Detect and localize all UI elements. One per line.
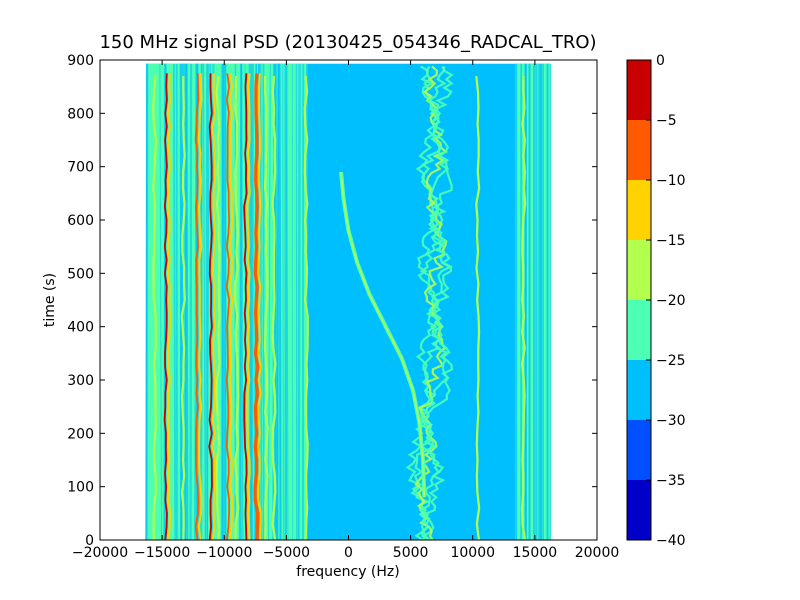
x-tick-label: 15000 [513,545,558,561]
colorbar-tick-label: −25 [656,353,686,369]
colorbar-tick-label: −30 [656,413,686,429]
spectral-line-strong [243,73,248,541]
spectral-line-medium [180,75,186,541]
colorbar-tick-label: −10 [656,173,686,189]
colorbar-tick-label: −35 [656,473,686,489]
x-tick-label: −20000 [72,545,128,561]
y-tick-label: 600 [67,213,94,229]
spectral-line-strong [194,73,200,541]
spectral-line-halo [211,73,217,541]
spectral-line-medium [263,75,269,541]
spectral-line-medium [215,75,221,541]
x-tick-label: 5000 [393,545,429,561]
spectral-line-strong [253,73,260,541]
y-tick-label: 400 [67,320,94,336]
y-tick-label: 800 [67,106,94,122]
y-tick-label: 900 [67,53,94,69]
drifting-tone [340,171,426,498]
heatmap-texture [145,63,148,541]
colorbar-segment [627,360,651,420]
colorbar: −40 −35 −30 −25 −20 −15 −10 −5 0 [626,53,686,549]
heatmap-texture [172,63,177,541]
x-axis: −20000 −15000 −10000 −5000 0 5000 10000 15000 20… [72,60,619,561]
spectral-line-halo [257,73,262,541]
spectral-line-halo [246,73,251,541]
y-tick-label: 500 [67,266,94,282]
heatmap-texture [202,63,206,541]
colorbar-tick-label: −40 [656,533,686,549]
x-tick-label: −10000 [196,545,252,561]
y-tick-label: 0 [85,533,94,549]
x-tick-label: 20000 [575,545,620,561]
spectral-line-medium [271,75,277,541]
heatmap-texture [298,63,301,541]
colorbar-segment [627,300,651,360]
colorbar-tick-label: −5 [656,113,677,129]
x-tick-label: −15000 [134,545,190,561]
spectral-line-halo [228,73,234,541]
x-tick-label: 10000 [450,545,495,561]
heatmap-texture [260,63,263,541]
heatmap-texture [251,63,254,541]
y-tick-label: 700 [67,160,94,176]
colorbar-segment [627,480,651,540]
heatmap-texture [249,63,253,541]
heatmap-texture [276,63,280,541]
spectral-line-medium [475,75,481,541]
x-tick-label: −5000 [263,545,310,561]
spectral-line-halo [197,73,203,541]
heatmap-texture [206,63,210,541]
spectral-line-strong [225,73,231,541]
x-tick-label: 0 [344,545,353,561]
colorbar-segment [627,60,651,120]
heatmap-texture [239,63,243,541]
colorbar-segment [627,240,651,300]
spectral-line-medium [521,75,527,541]
y-axis: 0 100 200 300 400 500 600 700 800 900 [67,53,597,549]
chart-title: 150 MHz signal PSD (20130425_054346_RADC… [99,32,596,53]
spectral-line-halo [166,73,172,541]
colorbar-segment [627,180,651,240]
heatmap-image [145,63,552,541]
spectral-line-medium [234,75,240,541]
heatmap-texture [268,63,271,541]
colorbar-segment [627,420,651,480]
spectral-line-medium [303,75,309,541]
y-axis-label: time (s) [42,273,58,327]
y-tick-label: 100 [67,480,94,496]
heatmap-texture [186,63,189,541]
colorbar-tick-label: 0 [656,53,665,69]
x-axis-label: frequency (Hz) [296,564,399,580]
y-tick-label: 300 [67,373,94,389]
spectral-line-strong [163,73,168,541]
colorbar-tick-label: −15 [656,233,686,249]
heatmap-texture [205,63,208,541]
spectral-line-medium [152,75,158,541]
heatmap-texture [220,63,225,541]
wandering-band [421,65,454,541]
heatmap-texture [278,63,282,541]
colorbar-segment [627,120,651,180]
heatmap-texture [159,63,162,541]
spectral-line-strong [208,73,213,541]
colorbar-tick-label: −20 [656,293,686,309]
y-tick-label: 200 [67,426,94,442]
wandering-band [405,65,440,541]
wandering-band [414,65,448,541]
heatmap-texture [282,63,284,541]
